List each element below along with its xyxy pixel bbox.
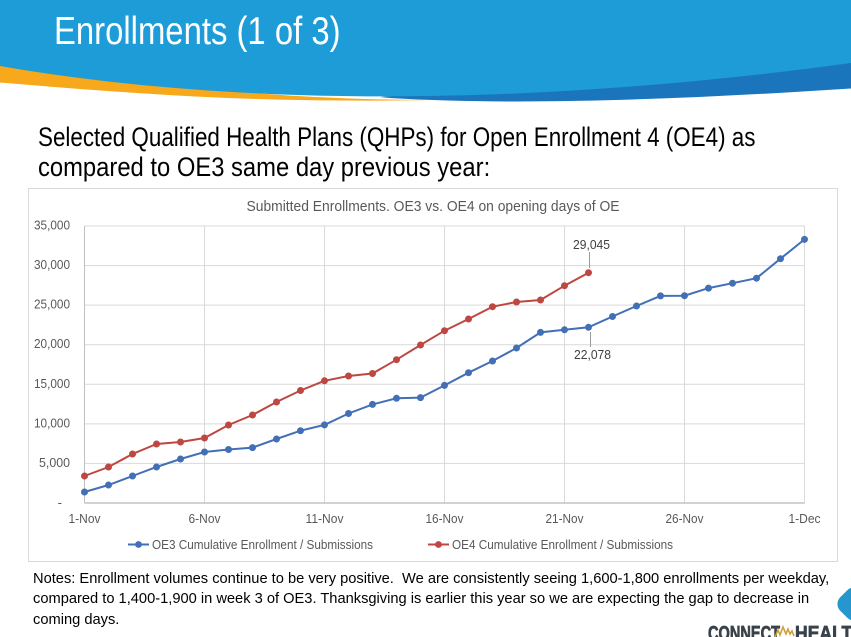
svg-text:20,000: 20,000 [34, 336, 70, 351]
svg-text:25,000: 25,000 [34, 297, 70, 312]
svg-text:5,000: 5,000 [39, 455, 70, 470]
svg-text:10,000: 10,000 [34, 415, 70, 430]
svg-text:OE4 Cumulative Enrollment / Su: OE4 Cumulative Enrollment / Submissions [452, 538, 673, 552]
svg-text:11-Nov: 11-Nov [306, 511, 344, 526]
svg-text:29,045: 29,045 [573, 237, 610, 252]
svg-text:-: - [58, 495, 62, 510]
svg-text:35,000: 35,000 [34, 218, 70, 233]
svg-text:OE3 Cumulative Enrollment / Su: OE3 Cumulative Enrollment / Submissions [152, 538, 373, 552]
svg-text:1-Nov: 1-Nov [69, 511, 101, 526]
svg-text:HEALTH: HEALTH [795, 623, 851, 637]
svg-text:26-Nov: 26-Nov [666, 511, 704, 526]
svg-text:Submitted Enrollments. OE3 vs.: Submitted Enrollments. OE3 vs. OE4 on op… [247, 198, 620, 215]
svg-text:21-Nov: 21-Nov [546, 511, 584, 526]
svg-text:16-Nov: 16-Nov [426, 511, 464, 526]
svg-text:22,078: 22,078 [574, 347, 611, 362]
svg-text:CONNECT: CONNECT [708, 623, 780, 637]
svg-text:1-Dec: 1-Dec [789, 511, 821, 526]
svg-text:15,000: 15,000 [34, 376, 70, 391]
svg-text:6-Nov: 6-Nov [189, 511, 221, 526]
svg-text:30,000: 30,000 [34, 257, 70, 272]
